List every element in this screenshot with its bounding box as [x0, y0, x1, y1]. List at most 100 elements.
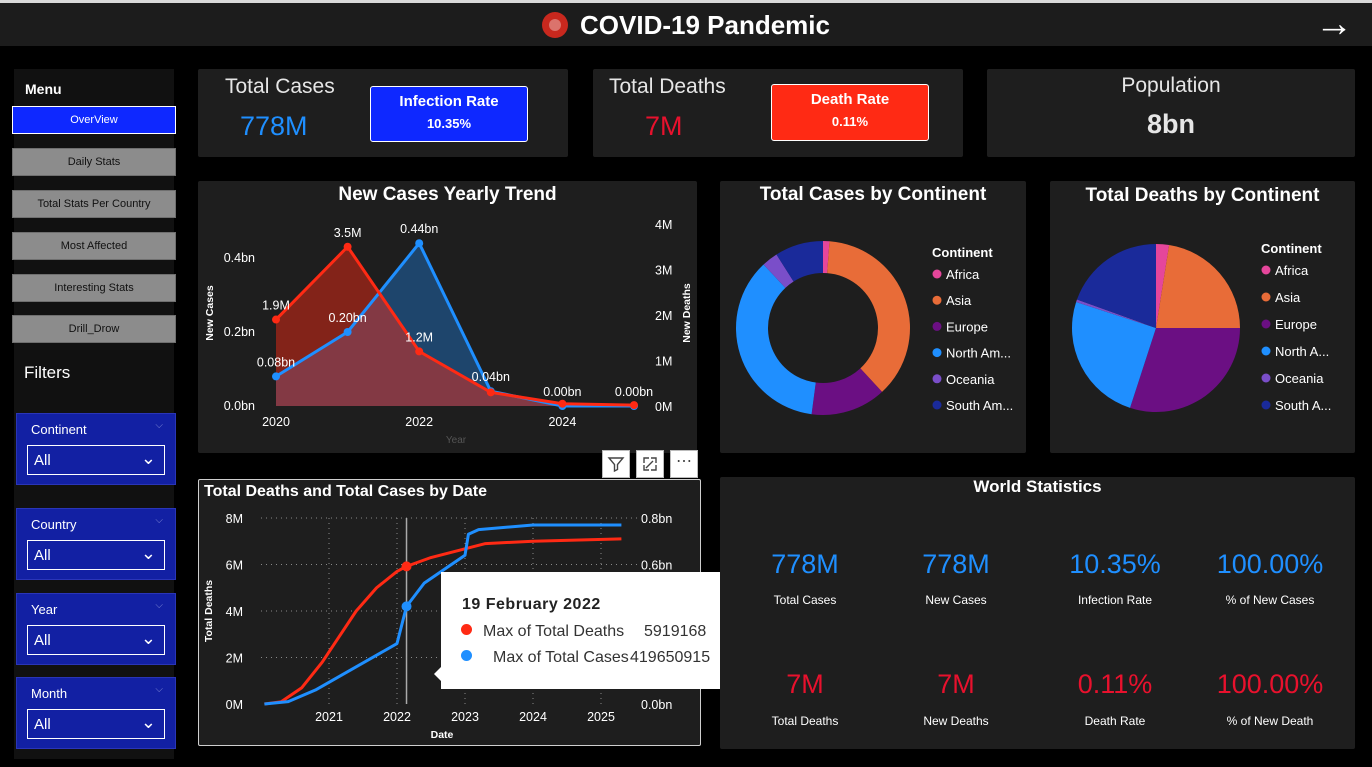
- y-tick-label: 0.0bn: [224, 399, 255, 413]
- world-stat-value: 778M: [922, 549, 990, 579]
- chart-title: Total Deaths and Total Cases by Date: [204, 483, 488, 500]
- legend-dot: [932, 295, 942, 305]
- cases-by-continent-card[interactable]: Total Cases by Continent Continent Africa…: [720, 181, 1026, 453]
- world-statistics-card: World Statistics 778M Total Cases 778M New …: [720, 477, 1355, 749]
- total-deaths-label: Total Deaths: [609, 75, 726, 98]
- data-point: [343, 242, 352, 251]
- pie-slice: [1072, 302, 1156, 408]
- yearly-trend-chart[interactable]: 0.08bn 0.20bn 0.44bn 0.04bn 0.00bn 0.00bn 1.9M…: [198, 181, 697, 453]
- tooltip-deaths-name: Max of Total Deaths: [483, 623, 625, 640]
- y-axis-title: New Cases: [204, 285, 216, 341]
- more-options-icon[interactable]: ⋯: [670, 450, 698, 478]
- dropdown-value: All: [34, 632, 51, 649]
- continent-dropdown[interactable]: All ⌄: [27, 445, 165, 475]
- world-stat-label: % of New Death: [1226, 714, 1314, 728]
- legend-dot: [932, 269, 942, 279]
- pie-slice: [811, 368, 883, 415]
- chevron-down-icon: ⌄: [140, 448, 156, 468]
- hover-point: [401, 601, 412, 612]
- country-filter: Country ⌵ All ⌄: [16, 508, 176, 580]
- nav-total-stats-per-country-button[interactable]: Total Stats Per Country: [12, 190, 176, 218]
- deaths-pie-chart[interactable]: Continent Africa Asia Europe North A... Ocean…: [1050, 181, 1355, 453]
- total-cases-value: 778M: [240, 111, 308, 141]
- yearly-trend-card[interactable]: New Cases Yearly Trend 0.08bn 0.20bn 0.44b…: [198, 181, 697, 453]
- y2-tick-label: 0.8bn: [641, 512, 672, 526]
- y-tick-label: 6M: [226, 559, 243, 573]
- x-tick-label: 2025: [587, 710, 615, 724]
- death-rate-box: Death Rate 0.11%: [771, 84, 929, 141]
- filter-icon-glyph: [607, 457, 625, 473]
- tooltip-cases-name: Max of Total Cases: [493, 649, 629, 666]
- world-stat-value: 0.11%: [1077, 669, 1153, 699]
- country-dropdown[interactable]: All ⌄: [27, 540, 165, 570]
- legend-dot: [932, 374, 942, 384]
- data-label: 1.9M: [262, 299, 290, 313]
- filter-label: Continent: [31, 422, 87, 437]
- nav-most-affected-button[interactable]: Most Affected: [12, 232, 176, 260]
- infection-rate-label: Infection Rate: [399, 93, 499, 110]
- legend-dot: [1261, 292, 1271, 302]
- x-axis-title: Date: [431, 729, 454, 741]
- legend-label: Africa: [1275, 263, 1309, 278]
- chevron-down-icon[interactable]: ⌵: [155, 600, 163, 611]
- data-point: [272, 315, 280, 324]
- death-rate-value: 0.11%: [831, 114, 869, 129]
- world-stat-value: 10.35%: [1069, 549, 1161, 579]
- tooltip-cases-value: 419650915: [630, 649, 711, 666]
- world-stat-label: Total Deaths: [771, 714, 839, 728]
- y-tick-label: 2M: [226, 652, 243, 666]
- cases-donut-chart[interactable]: Continent Africa Asia Europe North Am... Ocea…: [720, 181, 1026, 453]
- y2-axis-title: New Deaths: [681, 283, 693, 343]
- chevron-down-icon: ⌄: [140, 712, 156, 732]
- nav-overview-button[interactable]: OverView: [12, 106, 176, 134]
- y2-tick-label: 4M: [655, 218, 672, 232]
- y-tick-label: 0.4bn: [224, 251, 255, 265]
- legend-dot: [1261, 265, 1271, 275]
- nav-drill-drow-button[interactable]: Drill_Drow: [12, 315, 176, 343]
- total-cases-label: Total Cases: [225, 75, 335, 98]
- infection-rate-value: 10.35%: [426, 116, 472, 131]
- deaths-by-continent-card[interactable]: Total Deaths by Continent Continent Afric…: [1050, 181, 1355, 453]
- tooltip-deaths-value: 5919168: [644, 623, 707, 640]
- data-point: [486, 388, 495, 397]
- dropdown-value: All: [34, 452, 51, 469]
- data-point: [415, 347, 424, 356]
- chart-tooltip: 19 February 2022 Max of Total Deaths 591…: [441, 572, 746, 689]
- filter-icon[interactable]: [602, 450, 630, 478]
- chart-title: New Cases Yearly Trend: [338, 184, 557, 205]
- total-cases-card: Total Cases 778M Infection Rate 10.35%: [198, 69, 568, 157]
- dropdown-value: All: [34, 547, 51, 564]
- y2-tick-label: 0M: [655, 400, 672, 414]
- world-stat-label: Infection Rate: [1077, 593, 1153, 607]
- y2-tick-label: 0.0bn: [641, 698, 672, 712]
- focus-mode-icon[interactable]: [636, 450, 664, 478]
- chevron-down-icon[interactable]: ⌵: [155, 515, 163, 526]
- data-point: [415, 239, 424, 248]
- nav-interesting-stats-button[interactable]: Interesting Stats: [12, 274, 176, 302]
- data-point: [558, 399, 567, 408]
- pie-slice: [736, 264, 816, 415]
- y2-tick-label: 0.6bn: [641, 559, 672, 573]
- chevron-down-icon[interactable]: ⌵: [155, 684, 163, 695]
- chevron-down-icon: ⌄: [140, 543, 156, 563]
- year-dropdown[interactable]: All ⌄: [27, 625, 165, 655]
- chart-title: Total Deaths by Continent: [1085, 185, 1320, 206]
- population-label: Population: [1121, 74, 1221, 97]
- x-tick-label: 2024: [519, 710, 547, 724]
- world-stat-label: % of New Cases: [1225, 593, 1315, 607]
- data-label: 0.00bn: [543, 385, 581, 399]
- virus-icon: [542, 12, 568, 38]
- legend-label: South Am...: [946, 398, 1013, 413]
- chevron-down-icon[interactable]: ⌵: [155, 420, 163, 431]
- arrow-right-icon[interactable]: →: [1315, 3, 1353, 45]
- world-stat-value: 100.00%: [1216, 669, 1324, 699]
- population-card: Population 8bn: [987, 69, 1355, 157]
- legend-dot: [932, 400, 942, 410]
- world-stat-value: 7M: [937, 669, 975, 699]
- legend-label: Europe: [1275, 317, 1317, 332]
- legend-title: Continent: [1261, 241, 1322, 256]
- page-title-text: COVID-19 Pandemic: [580, 10, 830, 40]
- month-dropdown[interactable]: All ⌄: [27, 709, 165, 739]
- filters-label: Filters: [24, 363, 71, 382]
- nav-daily-stats-button[interactable]: Daily Stats: [12, 148, 176, 176]
